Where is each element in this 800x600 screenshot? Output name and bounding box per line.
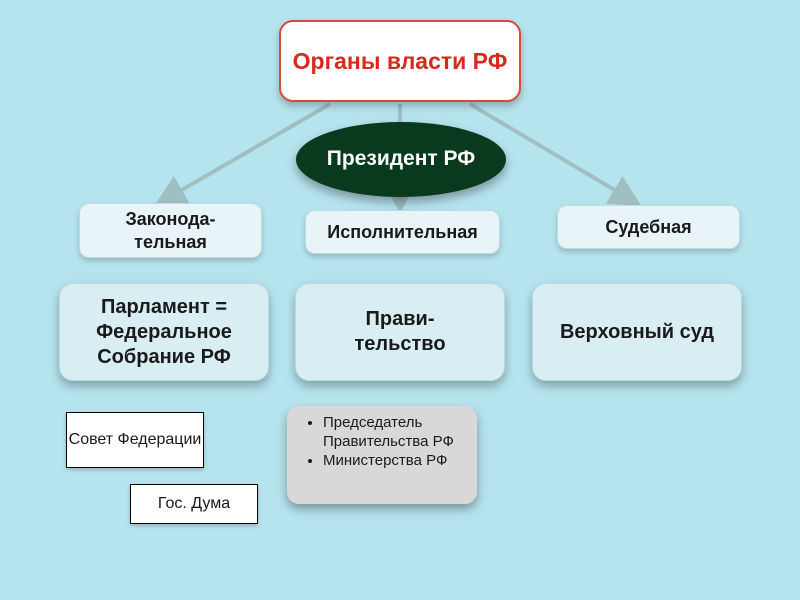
chamber-sovfed: Совет Федерации (66, 412, 204, 468)
government-details-box: Председатель Правительства РФ Министерст… (287, 406, 477, 504)
branch-executive: Исполнительная (305, 210, 500, 254)
body-supreme-text: Верховный суд (560, 320, 714, 345)
govlist-item-0: Председатель Правительства РФ (323, 414, 467, 452)
branch-judicial: Судебная (557, 205, 740, 249)
chamber-duma-text: Гос. Дума (158, 494, 230, 514)
branch-legislative-text: Законода-тельная (125, 208, 215, 253)
body-parliament: Парламент = Федеральное Собрание РФ (59, 283, 269, 381)
president-ellipse: Президент РФ (296, 122, 506, 197)
body-supreme-court: Верховный суд (532, 283, 742, 381)
body-government: Прави-тельство (295, 283, 505, 381)
president-text: Президент РФ (327, 146, 475, 172)
branch-legislative: Законода-тельная (79, 203, 262, 258)
title-box: Органы власти РФ (279, 20, 521, 102)
govlist-item-1: Министерства РФ (323, 452, 467, 471)
branch-judicial-text: Судебная (605, 216, 691, 239)
chamber-duma: Гос. Дума (130, 484, 258, 524)
body-parliament-text: Парламент = Федеральное Собрание РФ (60, 295, 268, 370)
branch-executive-text: Исполнительная (327, 221, 477, 244)
title-text: Органы власти РФ (293, 47, 508, 76)
chamber-sovfed-text: Совет Федерации (69, 430, 202, 450)
government-details-list: Председатель Правительства РФ Министерст… (309, 414, 467, 470)
body-government-text: Прави-тельство (354, 307, 445, 357)
